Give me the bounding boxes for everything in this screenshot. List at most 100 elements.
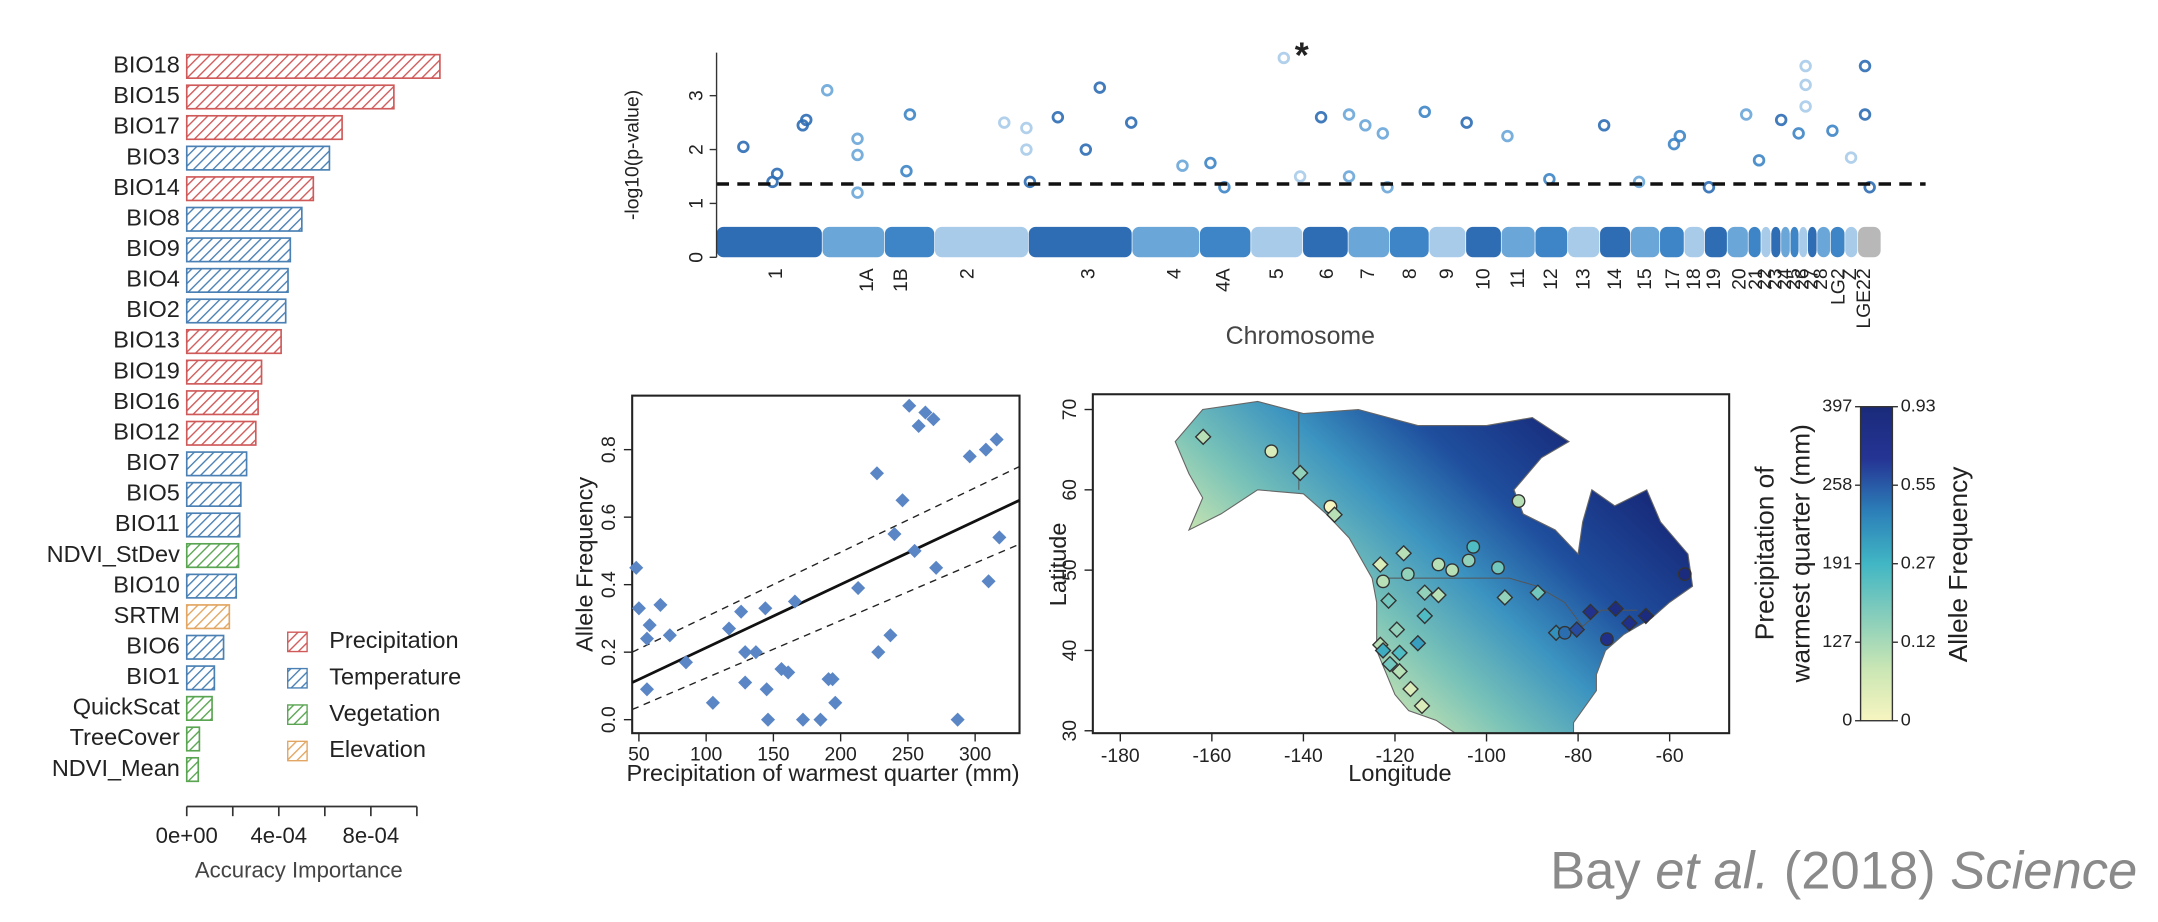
snp-point	[1799, 59, 1812, 73]
category-label: BIO8	[126, 204, 180, 230]
data-point	[738, 675, 753, 690]
chromosome-block	[1535, 226, 1568, 258]
snp-point	[1739, 108, 1753, 121]
site-diamond	[1430, 586, 1447, 604]
chromosome-block	[1132, 226, 1200, 258]
site-diamond	[1416, 584, 1434, 602]
chromosome-block	[1303, 226, 1348, 258]
data-point	[705, 695, 720, 710]
x-axis-label: Longitude	[1348, 760, 1451, 786]
y-tick-label: 40	[1059, 639, 1081, 661]
bar	[185, 481, 242, 507]
chromosome-label: 27	[1801, 268, 1823, 290]
chromosome-block	[1771, 226, 1781, 258]
chromosome-block	[1799, 226, 1808, 258]
data-point	[828, 695, 843, 710]
ci-lower	[631, 543, 1020, 711]
data-point	[911, 418, 926, 434]
snp-point	[1277, 51, 1291, 65]
chromosome-block	[1199, 226, 1251, 258]
snp-point	[851, 148, 864, 162]
data-point	[851, 580, 866, 596]
category-label: QuickScat	[73, 694, 181, 720]
chromosome-block	[1630, 226, 1660, 258]
bar	[185, 542, 240, 569]
data-point	[992, 530, 1007, 545]
site-diamond	[1416, 607, 1434, 625]
chromosome-block	[1501, 226, 1535, 258]
chromosome-label: LGE22	[1853, 268, 1875, 328]
snp-point	[1176, 159, 1189, 172]
snp-point	[1342, 108, 1356, 121]
data-point	[929, 560, 944, 575]
chromosome-label: 14	[1604, 268, 1626, 290]
snp-point	[1667, 137, 1681, 151]
snp-point	[1023, 175, 1037, 189]
data-point	[678, 655, 694, 670]
site-circle	[1466, 539, 1481, 554]
x-tick-label: -120	[1376, 745, 1415, 767]
bar	[185, 145, 331, 171]
bar	[185, 114, 343, 141]
site-diamond	[1637, 607, 1655, 625]
chromosome-label: 7	[1357, 268, 1379, 279]
chromosome-label: 2	[956, 268, 978, 279]
data-point	[926, 412, 941, 427]
category-label: BIO14	[113, 174, 180, 200]
bar	[185, 390, 259, 416]
data-point	[759, 682, 774, 697]
category-label: BIO19	[113, 357, 180, 383]
bar	[185, 512, 241, 538]
chromosome-block	[1845, 226, 1858, 258]
site-circle	[1376, 574, 1390, 589]
legend-swatch	[287, 740, 308, 762]
site-diamond	[1607, 600, 1625, 618]
x-tick-label: 4e-04	[251, 823, 308, 848]
snp-point	[998, 116, 1011, 129]
data-point	[734, 604, 749, 619]
chromosome-label: 21	[1745, 268, 1767, 290]
x-axis-label: Accuracy Importance	[195, 857, 403, 882]
chromosome-label: 10	[1472, 268, 1494, 290]
data-point	[721, 621, 737, 636]
site-diamond	[1395, 544, 1413, 562]
chromosome-block	[1028, 226, 1132, 258]
data-point	[869, 466, 884, 481]
x-tick-label: 100	[690, 743, 723, 765]
data-point	[887, 526, 902, 542]
y-tick-label: 30	[1059, 720, 1081, 742]
data-point	[758, 601, 773, 616]
snp-point	[851, 186, 864, 199]
legend-swatch	[287, 704, 308, 726]
legend-label: Temperature	[329, 663, 461, 689]
site-diamond	[1380, 592, 1397, 610]
citation-journal: Science	[1950, 841, 2137, 900]
site-diamond	[1529, 584, 1547, 602]
y-axis-label: Latitude	[1045, 523, 1071, 607]
border	[1381, 577, 1638, 628]
snp-point	[1799, 78, 1812, 92]
category-label: BIO12	[113, 418, 180, 444]
category-label: TreeCover	[70, 724, 180, 750]
data-point	[871, 645, 886, 660]
legend-label: Vegetation	[329, 700, 440, 726]
snp-point	[1314, 110, 1328, 124]
bar	[185, 267, 289, 293]
category-label: BIO10	[113, 571, 180, 597]
chromosome-label: 25	[1783, 268, 1805, 290]
chromosome-block	[1600, 226, 1631, 258]
land	[1174, 400, 1694, 734]
site-diamond	[1402, 680, 1419, 698]
y-tick-label: 3	[685, 90, 707, 101]
x-axis-label: Precipitation of warmest quarter (mm)	[627, 760, 1020, 786]
bar	[185, 604, 231, 630]
chromosome-label: LG2	[1828, 268, 1850, 305]
chromosome-label: 1	[765, 268, 787, 279]
bar	[185, 176, 315, 202]
snp-point	[1501, 129, 1514, 143]
chromosome-label: 18	[1683, 268, 1705, 290]
annotation: *	[1295, 35, 1309, 76]
site-diamond	[1582, 603, 1599, 621]
snp-point	[1460, 116, 1473, 129]
chromosome-block	[1748, 226, 1761, 258]
